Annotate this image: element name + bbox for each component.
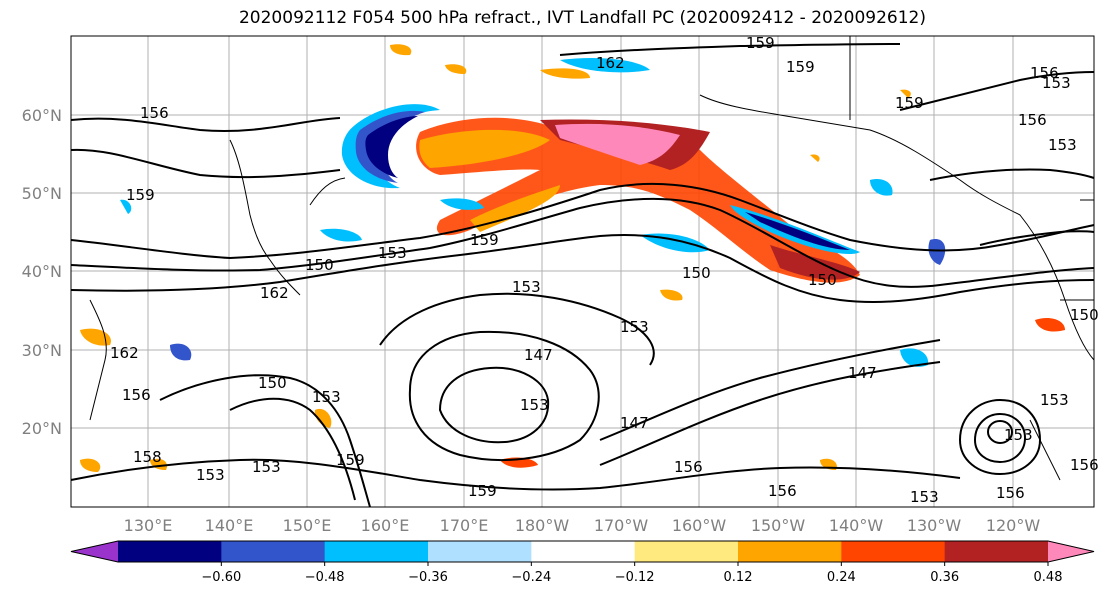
lat-label-50n: 50°N (22, 184, 62, 203)
contour-label: 153 (378, 244, 407, 262)
contour-label: 153 (312, 388, 341, 406)
contour-label: 150 (682, 264, 711, 282)
contour-label: 153 (196, 466, 225, 484)
contour-label: 162 (596, 54, 625, 72)
contour-label: 156 (1070, 456, 1099, 474)
lat-label-60n: 60°N (22, 106, 62, 125)
contour-label: 156 (1018, 111, 1047, 129)
colorbar-bin (221, 541, 326, 562)
contour-label: 159 (786, 58, 815, 76)
contour-label: 153 (1048, 136, 1077, 154)
lon-label: 150°W (751, 516, 806, 535)
colorbar-bin (531, 541, 636, 562)
lon-label: 170°E (440, 516, 489, 535)
colorbar-tick-label: 0.36 (930, 570, 959, 585)
map-border (70, 35, 1095, 508)
contour-label: 153 (512, 278, 541, 296)
colorbar: −0.60 −0.48 −0.36 −0.24 −0.12 0.12 0.24 0.36 0.4… (70, 540, 1095, 585)
colorbar-tick-label: 0.48 (1034, 570, 1063, 585)
contour-label: 153 (520, 396, 549, 414)
lon-label: 130°W (907, 516, 962, 535)
colorbar-tick-label: −0.12 (615, 570, 655, 585)
contour-label: 159 (470, 231, 499, 249)
colorbar-tick-label: −0.48 (305, 570, 345, 585)
contour-label: 162 (110, 344, 139, 362)
shaded-fields (80, 44, 1065, 472)
lon-label: 130°E (124, 516, 173, 535)
contour-label: 159 (336, 451, 365, 469)
colorbar-extend-high (1048, 541, 1094, 562)
colorbar-bin (324, 541, 429, 562)
lat-label-30n: 30°N (22, 341, 62, 360)
contour-label: 150 (1070, 306, 1099, 324)
colorbar-outline (70, 540, 1095, 563)
map-title: 2020092112 F054 500 hPa refract., IVT La… (238, 8, 926, 28)
lat-label-20n: 20°N (22, 419, 62, 438)
contour-label: 147 (524, 346, 553, 364)
contour-label: 153 (1040, 391, 1069, 409)
colorbar-bin (841, 541, 946, 562)
contour-label: 153 (910, 488, 939, 506)
contour-label: 150 (258, 374, 287, 392)
colorbar-bin (428, 541, 532, 562)
height-contours (70, 43, 1095, 508)
coastlines (89, 36, 1095, 481)
contour-label: 156 (140, 104, 169, 122)
contour-label: 162 (260, 284, 289, 302)
colorbar-bin (738, 541, 842, 562)
contour-label: 147 (620, 414, 649, 432)
contour-label: 153 (252, 458, 281, 476)
colorbar-tick-label: −0.36 (408, 570, 448, 585)
lat-label-40n: 40°N (22, 262, 62, 281)
contour-label: 156 (768, 482, 797, 500)
lon-label: 160°W (672, 516, 727, 535)
contour-label: 156 (674, 458, 703, 476)
colorbar-tick-label: 0.24 (827, 570, 856, 585)
lon-label: 140°E (205, 516, 254, 535)
longitude-labels: 130°E 140°E 150°E 160°E 170°E 180°W 170°… (124, 516, 1041, 535)
contour-label: 159 (468, 482, 497, 500)
lon-label: 120°W (986, 516, 1041, 535)
contour-label: 150 (808, 271, 837, 289)
contour-label: 159 (746, 34, 775, 52)
contour-label: 158 (133, 448, 162, 466)
contour-label: 153 (1004, 426, 1033, 444)
contour-labels: 162 159 156 159 156 153 159 156 153 159 … (110, 34, 1099, 506)
contour-label: 159 (126, 186, 155, 204)
contour-label: 150 (305, 256, 334, 274)
colorbar-tick-label: −0.24 (511, 570, 551, 585)
lon-label: 160°E (361, 516, 410, 535)
colorbar-tick-label: 0.12 (724, 570, 753, 585)
contour-label: 159 (895, 94, 924, 112)
colorbar-bin (944, 541, 1049, 562)
contour-label: 147 (848, 364, 877, 382)
contour-label: 156 (122, 386, 151, 404)
lon-label: 140°W (829, 516, 884, 535)
lon-label: 170°W (594, 516, 649, 535)
contour-label: 153 (620, 318, 649, 336)
colorbar-bin (118, 541, 222, 562)
colorbar-tick-label: −0.60 (201, 570, 241, 585)
lon-label: 180°W (515, 516, 570, 535)
contour-label: 156 (996, 484, 1025, 502)
latitude-labels: 60°N 50°N 40°N 30°N 20°N (22, 106, 62, 438)
lon-label: 150°E (283, 516, 332, 535)
colorbar-bin (634, 541, 739, 562)
contour-label: 156 (1030, 64, 1059, 82)
contour-label: 153 (1042, 74, 1071, 92)
colorbar-extend-low (71, 541, 118, 562)
